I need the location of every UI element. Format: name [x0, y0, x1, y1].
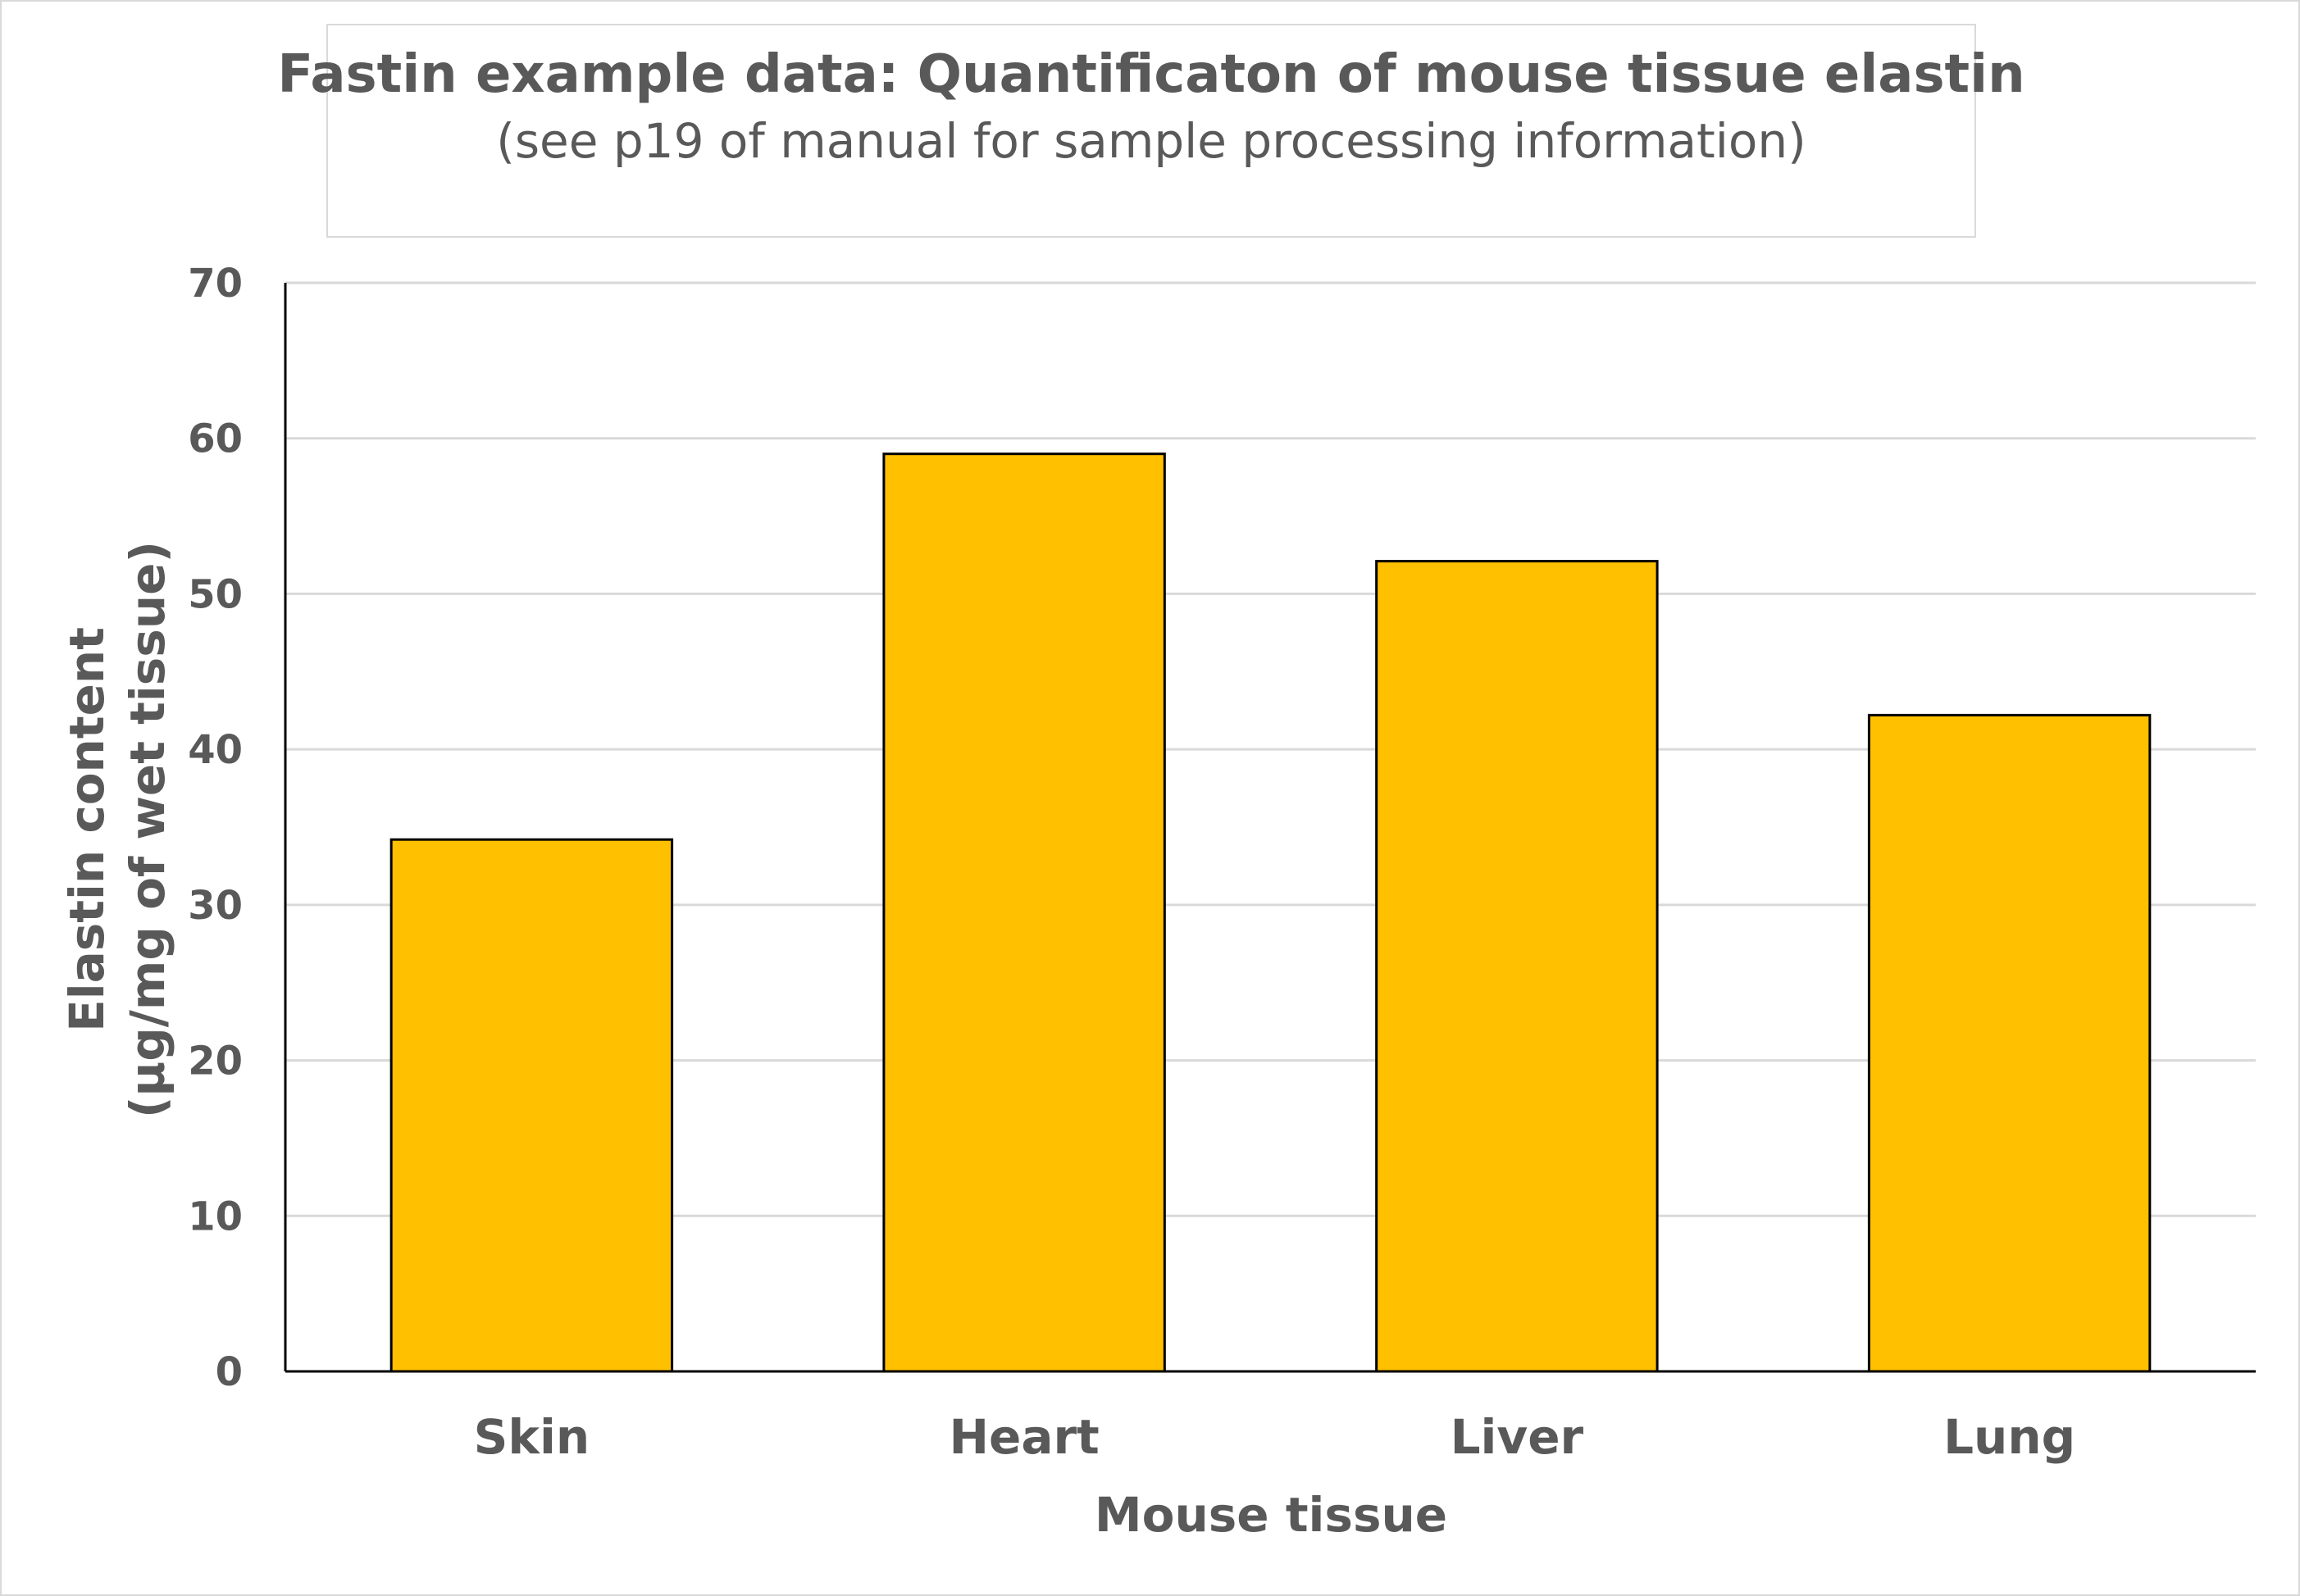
- x-tick-labels: Skin Heart Liver Lung: [474, 1409, 2076, 1465]
- y-axis-title-line1: Elastin content: [59, 627, 115, 1032]
- chart-title: Fastin example data: Quantificaton of mo…: [277, 44, 2024, 105]
- y-tick-label: 60: [188, 416, 243, 462]
- chart-subtitle: (see p19 of manual for sample processing…: [496, 113, 1806, 169]
- y-tick-label: 40: [188, 727, 243, 773]
- y-tick-label: 10: [188, 1194, 243, 1239]
- y-tick-label: 70: [188, 261, 243, 307]
- x-tick-label: Skin: [474, 1409, 590, 1465]
- y-tick-label: 50: [188, 571, 243, 617]
- bar-liver: [1375, 560, 1659, 1373]
- y-tick-label: 30: [188, 883, 243, 929]
- y-axis-title-line2: (µg/mg of wet tissue): [120, 541, 175, 1118]
- x-axis-title: Mouse tissue: [1095, 1487, 1447, 1543]
- x-tick-label: Heart: [949, 1409, 1099, 1465]
- axes: [284, 283, 2256, 1373]
- bar-heart: [882, 452, 1166, 1373]
- x-tick-label: Lung: [1943, 1409, 2075, 1465]
- y-tick-label: 0: [216, 1349, 243, 1395]
- bars: [389, 452, 2152, 1373]
- y-tick-label: 20: [188, 1039, 243, 1084]
- title-box: [326, 24, 1976, 238]
- bar-lung: [1867, 713, 2152, 1373]
- x-tick-label: Liver: [1451, 1409, 1584, 1465]
- y-tick-labels: 0 10 20 30 40 50 60 70: [188, 261, 243, 1395]
- bar-skin: [389, 838, 674, 1373]
